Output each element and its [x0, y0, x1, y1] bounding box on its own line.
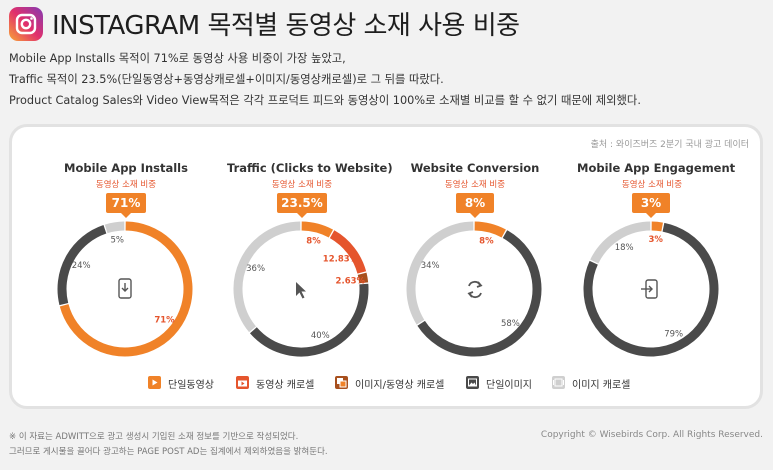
donut-slice	[651, 221, 663, 232]
download-icon	[118, 278, 132, 299]
slice-label: 2.63%	[336, 277, 366, 287]
donut-slice	[329, 230, 367, 274]
refresh-icon	[467, 280, 483, 299]
video-ratio-badge: 23.5%	[277, 193, 327, 213]
chart-website-conversion: 8% 58% 34%	[406, 221, 542, 357]
donut-slice	[233, 221, 301, 333]
image-icon	[466, 376, 479, 389]
cursor-icon	[296, 282, 306, 299]
donut-slice	[583, 222, 719, 357]
instagram-camera-icon	[15, 13, 37, 35]
slice-label: 12.83%	[323, 254, 359, 264]
chart-title-traffic: Traffic (Clicks to Website)	[227, 161, 393, 175]
slice-label: 36%	[246, 264, 265, 274]
play-icon	[148, 376, 161, 389]
slice-label: 40%	[311, 331, 330, 341]
description-line-1: Mobile App Installs 목적이 71%로 동영상 사용 비중이 …	[9, 52, 346, 65]
copyright: Copyright © Wisebirds Corp. All Rights R…	[540, 430, 763, 440]
ratio-label: 동영상 소재 비중	[271, 180, 333, 190]
badge-pointer	[470, 213, 480, 218]
donut-slice	[57, 225, 107, 306]
footnote-1: ※ 이 자료는 ADWITT으로 광고 생성시 기입된 소재 정보를 기반으로 …	[9, 432, 299, 442]
chart-title-mobile-app-installs: Mobile App Installs	[64, 161, 188, 175]
ratio-label: 동영상 소재 비중	[621, 180, 683, 190]
video-carousel-icon	[236, 376, 249, 389]
slice-label: 71%	[154, 316, 175, 326]
donut-slice	[249, 283, 369, 357]
chart-mobile-app-engagement: 3% 79% 18%	[583, 221, 719, 357]
slice-label: 8%	[479, 237, 494, 247]
slice-label: 58%	[501, 319, 520, 329]
description-line-2: Traffic 목적이 23.5%(단일동영상+동영상캐로셀+이미지/동영상캐로…	[9, 73, 444, 86]
video-ratio-badge: 8%	[456, 193, 494, 213]
donut-slice	[301, 221, 334, 238]
chart-title-mobile-app-engagement: Mobile App Engagement	[577, 161, 736, 175]
ratio-label: 동영상 소재 비중	[444, 180, 506, 190]
chart-title-website-conversion: Website Conversion	[410, 161, 540, 175]
badge-pointer	[121, 213, 131, 218]
chart-mobile-app-installs: 71% 24% 5%	[57, 221, 193, 357]
image-carousel-icon	[552, 376, 565, 389]
badge-pointer	[646, 213, 656, 218]
image-video-carousel-icon	[335, 376, 348, 389]
donut-slice	[104, 221, 125, 234]
footnote-2: 그러므로 게시물을 끌어다 광고하는 PAGE POST AD는 집계에서 제외…	[9, 447, 328, 457]
video-ratio-badge: 71%	[106, 193, 146, 213]
slice-label: 18%	[615, 243, 634, 253]
donut-slice	[406, 221, 474, 325]
donut-slice	[590, 221, 651, 264]
description-line-3: Product Catalog Sales와 Video View목적은 각각 …	[9, 94, 641, 107]
donut-slice	[474, 221, 506, 238]
donut-slice	[357, 272, 369, 284]
phone-login-icon	[641, 279, 658, 299]
source-note: 출처 : 와이즈버즈 2분기 국내 광고 데이터	[590, 140, 749, 150]
page-title: INSTAGRAM 목적별 동영상 소재 사용 비중	[52, 11, 520, 41]
donut-slice	[417, 230, 542, 357]
ratio-label: 동영상 소재 비중	[95, 180, 157, 190]
badge-pointer	[297, 213, 307, 218]
chart-panel	[9, 124, 763, 409]
slice-label: 34%	[421, 261, 440, 271]
slice-label: 3%	[648, 235, 663, 245]
instagram-logo	[9, 7, 43, 41]
slice-label: 24%	[72, 261, 91, 271]
donut-slice	[59, 221, 193, 357]
slice-label: 79%	[664, 330, 683, 340]
video-ratio-badge: 3%	[632, 193, 670, 213]
chart-traffic: 8%12.83% 2.63% 40% 36%	[233, 221, 369, 357]
slice-label: 8%	[306, 237, 321, 247]
slice-label: 5%	[110, 236, 124, 246]
